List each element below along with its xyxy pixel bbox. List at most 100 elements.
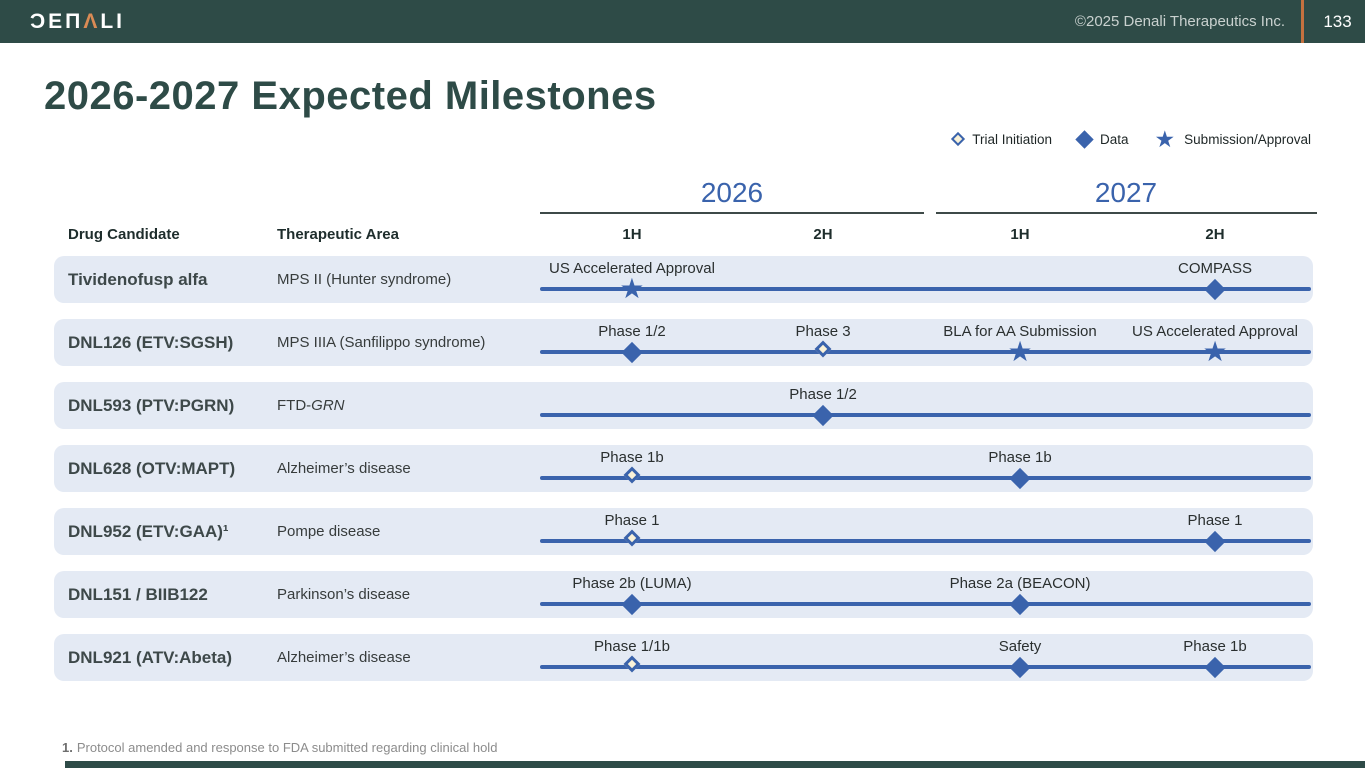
candidate-row: DNL151 / BIIB122 Parkinson’s disease Phase… xyxy=(54,571,1313,618)
milestone-data-icon xyxy=(1009,467,1031,489)
legend: Trial Initiation Data ★ Submission/Appro… xyxy=(951,126,1311,152)
milestones-table: Tividenofusp alfa MPS II (Hunter syndrome… xyxy=(54,256,1313,697)
milestone-label: Phase 1/2 xyxy=(789,386,857,403)
milestone-data-icon xyxy=(621,593,643,615)
half-header-2026-1h: 1H xyxy=(622,226,642,243)
half-header-2027-2h: 2H xyxy=(1205,226,1225,243)
header-divider xyxy=(1301,0,1304,43)
column-header-therapeutic-area: Therapeutic Area xyxy=(277,226,399,243)
timeline-line xyxy=(540,602,1311,606)
therapeutic-area: FTD-GRN xyxy=(277,397,345,414)
milestone-trial-initiation-icon xyxy=(623,655,641,673)
candidate-row: DNL593 (PTV:PGRN) FTD-GRN Phase 1/2 xyxy=(54,382,1313,429)
milestone-submission-approval-icon: ★ xyxy=(619,273,645,304)
milestone-label: Phase 1b xyxy=(600,449,664,466)
milestone-label: Phase 1/1b xyxy=(594,638,670,655)
drug-candidate-name: DNL921 (ATV:Abeta) xyxy=(68,648,233,667)
candidate-row: DNL921 (ATV:Abeta) Alzheimer’s disease Pha… xyxy=(54,634,1313,681)
milestone-label: BLA for AA Submission xyxy=(943,323,1097,340)
milestone-trial-initiation-icon xyxy=(814,340,832,358)
data-diamond-icon xyxy=(1075,129,1094,149)
timeline-track: Phase 1 Phase 1 xyxy=(540,508,1311,555)
footnote-text: Protocol amended and response to FDA sub… xyxy=(76,740,498,755)
timeline-track: Phase 1/1b Safety Phase 1b xyxy=(540,634,1311,681)
legend-label: Submission/Approval xyxy=(1184,131,1311,147)
page-number: 133 xyxy=(1323,12,1352,31)
candidate-row: DNL952 (ETV:GAA)¹ Pompe disease Phase 1 Pha… xyxy=(54,508,1313,555)
milestone-label: Phase 2b (LUMA) xyxy=(572,575,692,592)
footer-bar xyxy=(65,761,1365,768)
candidate-row: DNL628 (OTV:MAPT) Alzheimer’s disease Phas… xyxy=(54,445,1313,492)
timeline-track: Phase 2b (LUMA) Phase 2a (BEACON) xyxy=(540,571,1311,618)
milestone-label: Phase 1b xyxy=(1183,638,1247,655)
page-title: 2026-2027 Expected Milestones xyxy=(44,74,657,118)
year-header-2027: 2027 xyxy=(1094,177,1158,208)
column-header-drug-candidate: Drug Candidate xyxy=(68,226,180,243)
drug-candidate-name: DNL593 (PTV:PGRN) xyxy=(68,396,235,415)
timeline-line xyxy=(540,350,1311,354)
timeline-line xyxy=(540,665,1311,669)
timeline-line xyxy=(540,539,1311,543)
drug-candidate-name: DNL628 (OTV:MAPT) xyxy=(68,459,236,478)
logo-text-left: ƆEΠ xyxy=(30,10,84,33)
milestone-submission-approval-icon: ★ xyxy=(1202,336,1228,367)
legend-label: Trial Initiation xyxy=(972,131,1053,147)
milestone-label: Phase 1 xyxy=(1187,512,1243,529)
timeline-track: US Accelerated Approval ★ COMPASS xyxy=(540,256,1311,303)
legend-item-data: Data xyxy=(1075,129,1129,149)
therapeutic-area: Alzheimer’s disease xyxy=(277,460,411,477)
milestone-data-icon xyxy=(1204,278,1226,300)
timeline-track: Phase 1b Phase 1b xyxy=(540,445,1311,492)
milestone-data-icon xyxy=(1204,656,1226,678)
milestone-data-icon xyxy=(1204,530,1226,552)
footnote: 1. Protocol amended and response to FDA s… xyxy=(62,740,497,755)
milestone-label: Phase 2a (BEACON) xyxy=(949,575,1091,592)
therapeutic-area: Alzheimer’s disease xyxy=(277,649,411,666)
half-header-2027-1h: 1H xyxy=(1010,226,1030,243)
legend-label: Data xyxy=(1100,131,1129,147)
copyright-text: ©2025 Denali Therapeutics Inc. xyxy=(1074,13,1285,30)
milestone-trial-initiation-icon xyxy=(623,529,641,547)
milestone-data-icon xyxy=(812,404,834,426)
milestone-label: Phase 1 xyxy=(604,512,660,529)
drug-candidate-name: DNL126 (ETV:SGSH) xyxy=(68,333,234,352)
drug-candidate-name: DNL151 / BIIB122 xyxy=(68,585,208,604)
milestone-label: Phase 1b xyxy=(988,449,1052,466)
denali-logo: ƆEΠΛLI xyxy=(30,0,125,43)
timeline-track: Phase 1/2 Phase 3 BLA for AA Submission ★ US… xyxy=(540,319,1311,366)
milestone-label: COMPASS xyxy=(1178,260,1252,277)
therapeutic-area: Parkinson’s disease xyxy=(277,586,411,603)
logo-text-accent: Λ xyxy=(83,10,101,33)
logo-text-right: LI xyxy=(100,10,126,33)
submission-approval-star-icon: ★ xyxy=(1154,126,1176,152)
year-underline-2027 xyxy=(936,212,1317,214)
milestone-label: US Accelerated Approval xyxy=(549,260,715,277)
milestone-label: Phase 1/2 xyxy=(598,323,666,340)
year-header-2026: 2026 xyxy=(700,177,764,208)
milestone-data-icon xyxy=(621,341,643,363)
milestone-trial-initiation-icon xyxy=(623,466,641,484)
timeline-track: Phase 1/2 xyxy=(540,382,1311,429)
milestone-data-icon xyxy=(1009,593,1031,615)
milestone-label: US Accelerated Approval xyxy=(1132,323,1298,340)
therapeutic-area: Pompe disease xyxy=(277,523,381,540)
milestone-label: Phase 3 xyxy=(795,323,851,340)
timeline-line xyxy=(540,287,1311,291)
drug-candidate-name: DNL952 (ETV:GAA)¹ xyxy=(68,522,229,541)
header-bar: ƆEΠΛLI ©2025 Denali Therapeutics Inc. 13… xyxy=(0,0,1365,43)
legend-item-submission-approval: ★ Submission/Approval xyxy=(1154,126,1311,152)
footnote-marker: 1. xyxy=(62,740,73,755)
candidate-row: Tividenofusp alfa MPS II (Hunter syndrome… xyxy=(54,256,1313,303)
year-underline-2026 xyxy=(540,212,924,214)
drug-candidate-name: Tividenofusp alfa xyxy=(68,270,208,289)
candidate-row: DNL126 (ETV:SGSH) MPS IIIA (Sanfilippo sy… xyxy=(54,319,1313,366)
therapeutic-area: MPS IIIA (Sanfilippo syndrome) xyxy=(277,334,486,351)
timeline-line xyxy=(540,476,1311,480)
legend-item-trial-initiation: Trial Initiation xyxy=(951,131,1053,147)
trial-initiation-diamond-icon xyxy=(951,131,966,147)
half-header-2026-2h: 2H xyxy=(813,226,833,243)
timeline-line xyxy=(540,413,1311,417)
milestone-submission-approval-icon: ★ xyxy=(1007,336,1033,367)
therapeutic-area: MPS II (Hunter syndrome) xyxy=(277,271,452,288)
milestone-label: Safety xyxy=(998,638,1042,655)
